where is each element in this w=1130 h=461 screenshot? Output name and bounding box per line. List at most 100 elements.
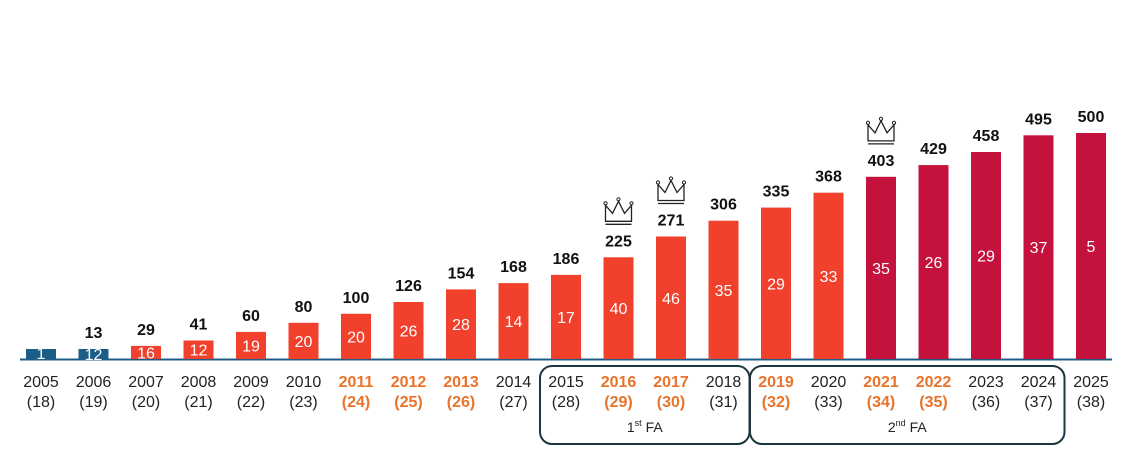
bar-value-label: 46 bbox=[662, 291, 680, 308]
bar-value-label: 28 bbox=[452, 317, 470, 334]
x-tick-age: (28) bbox=[552, 394, 580, 411]
bar-value-label: 5 bbox=[1087, 239, 1096, 256]
bar-2018 bbox=[708, 220, 739, 359]
bar-2009 bbox=[236, 331, 266, 359]
total-label: 13 bbox=[85, 325, 103, 342]
total-label: 225 bbox=[605, 233, 632, 250]
total-label: 186 bbox=[553, 251, 580, 268]
total-label: 403 bbox=[868, 153, 895, 170]
x-tick-age: (20) bbox=[132, 394, 160, 411]
bar-value-label: 19 bbox=[242, 338, 260, 355]
bar-2024 bbox=[1023, 135, 1054, 359]
bar-2016 bbox=[603, 257, 634, 359]
bar-2013 bbox=[446, 289, 476, 359]
x-tick-year: 2014 bbox=[496, 374, 532, 391]
bar-2006 bbox=[78, 349, 109, 359]
bar-2022 bbox=[918, 165, 949, 359]
total-label: 335 bbox=[763, 184, 790, 201]
x-tick-age: (34) bbox=[867, 394, 895, 411]
total-label: 495 bbox=[1025, 111, 1052, 128]
x-tick-year: 2019 bbox=[758, 374, 794, 391]
x-tick-age: (21) bbox=[184, 394, 212, 411]
x-tick-year: 2012 bbox=[391, 374, 427, 391]
x-tick-year: 2009 bbox=[233, 374, 269, 391]
x-tick-year: 2008 bbox=[181, 374, 217, 391]
x-tick-age: (38) bbox=[1077, 394, 1105, 411]
bar-value-label: 33 bbox=[820, 269, 838, 286]
x-tick-year: 2017 bbox=[653, 374, 689, 391]
total-label: 100 bbox=[343, 290, 370, 307]
x-tick-age: (31) bbox=[709, 394, 737, 411]
bar-value-label: 14 bbox=[505, 314, 523, 331]
x-tick-year: 2023 bbox=[968, 374, 1004, 391]
bar-value-label: 40 bbox=[610, 301, 628, 318]
bar-2021 bbox=[866, 176, 896, 359]
x-tick-year: 2010 bbox=[286, 374, 322, 391]
x-tick-year: 2005 bbox=[23, 374, 59, 391]
total-label: 368 bbox=[815, 169, 842, 186]
total-label: 429 bbox=[920, 141, 947, 158]
group-label: 1st FA bbox=[627, 418, 663, 435]
bar-2014 bbox=[498, 283, 529, 359]
x-tick-year: 2013 bbox=[443, 374, 479, 391]
x-tick-age: (18) bbox=[27, 394, 55, 411]
crown-icon bbox=[865, 116, 897, 145]
total-label: 168 bbox=[500, 259, 527, 276]
bar-2020 bbox=[813, 192, 844, 359]
x-tick-age: (23) bbox=[289, 394, 317, 411]
x-tick-age: (24) bbox=[342, 394, 370, 411]
x-tick-age: (36) bbox=[972, 394, 1000, 411]
total-label: 306 bbox=[710, 197, 737, 214]
x-tick-age: (19) bbox=[79, 394, 107, 411]
x-tick-age: (25) bbox=[394, 394, 422, 411]
total-label: 41 bbox=[190, 317, 208, 334]
bar-2019 bbox=[761, 207, 791, 359]
x-tick-age: (22) bbox=[237, 394, 265, 411]
group-label: 2nd FA bbox=[888, 418, 927, 435]
total-label: 154 bbox=[448, 265, 475, 282]
bar-value-label: 12 bbox=[190, 343, 208, 360]
total-label: 126 bbox=[395, 278, 422, 295]
x-tick-year: 2021 bbox=[863, 374, 899, 391]
x-tick-year: 2006 bbox=[76, 374, 112, 391]
bar-2008 bbox=[183, 340, 214, 359]
x-tick-age: (26) bbox=[447, 394, 475, 411]
x-tick-age: (32) bbox=[762, 394, 790, 411]
x-tick-age: (27) bbox=[499, 394, 527, 411]
x-tick-age: (30) bbox=[657, 394, 685, 411]
bar-2025 bbox=[1076, 133, 1106, 359]
bar-2007 bbox=[131, 345, 161, 359]
bar-2023 bbox=[971, 152, 1001, 359]
bar-value-label: 17 bbox=[557, 310, 575, 327]
x-tick-year: 2016 bbox=[601, 374, 637, 391]
labels-layer: 1 2005 (18) 12 13 2006 (19) 16 29 2007 (20) 12 41 200… bbox=[23, 109, 1109, 411]
bar-value-label: 1 bbox=[37, 346, 46, 363]
crown-icon bbox=[655, 176, 687, 205]
x-tick-age: (35) bbox=[919, 394, 947, 411]
bar-2005 bbox=[26, 349, 56, 359]
x-tick-year: 2007 bbox=[128, 374, 164, 391]
total-label: 271 bbox=[658, 213, 685, 230]
bar-2012 bbox=[393, 302, 424, 359]
x-tick-year: 2015 bbox=[548, 374, 584, 391]
total-label: 458 bbox=[973, 128, 1000, 145]
x-tick-year: 2025 bbox=[1073, 374, 1109, 391]
bar-2017 bbox=[656, 236, 686, 359]
crown-icon bbox=[603, 197, 634, 225]
bar-value-label: 26 bbox=[400, 324, 418, 341]
bar-value-label: 20 bbox=[347, 329, 365, 346]
x-tick-year: 2011 bbox=[339, 374, 374, 391]
total-label: 29 bbox=[137, 322, 155, 339]
bar-value-label: 35 bbox=[715, 283, 733, 300]
x-tick-year: 2018 bbox=[706, 374, 742, 391]
group-bracket bbox=[749, 365, 1066, 445]
bar-value-label: 20 bbox=[295, 334, 313, 351]
bar-value-label: 16 bbox=[137, 345, 155, 362]
x-tick-year: 2024 bbox=[1021, 374, 1057, 391]
bar-value-label: 35 bbox=[872, 261, 890, 278]
bar-value-label: 26 bbox=[925, 255, 943, 272]
bar-2010 bbox=[288, 322, 319, 359]
total-label: 500 bbox=[1078, 109, 1105, 126]
bar-2011 bbox=[341, 313, 371, 359]
